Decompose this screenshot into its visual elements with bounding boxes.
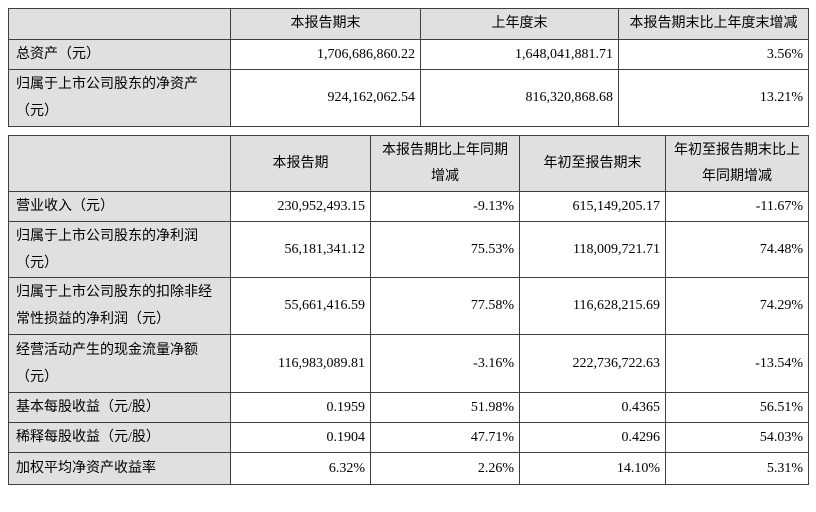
row-label: 基本每股收益（元/股） (8, 392, 231, 423)
cell-value: 74.29% (665, 277, 809, 335)
cell-value: 14.10% (519, 452, 666, 485)
cell-value: 116,983,089.81 (230, 334, 371, 393)
cell-value: 77.58% (370, 277, 520, 335)
cell-value: 56,181,341.12 (230, 221, 371, 278)
corner-cell (8, 8, 231, 40)
table-row: 归属于上市公司股东的扣除非经 常性损益的净利润（元） 55,661,416.59… (8, 277, 809, 335)
cell-value: 615,149,205.17 (519, 191, 666, 222)
cell-value: 1,648,041,881.71 (420, 39, 619, 70)
reporting-period-summary-table: 本报告期 本报告期比上年同期 增减 年初至报告期末 年初至报告期末比上 年同期增… (8, 135, 809, 485)
cell-value: 0.1904 (230, 422, 371, 453)
table-row: 营业收入（元） 230,952,493.15 -9.13% 615,149,20… (8, 191, 809, 222)
column-header: 本报告期 (230, 135, 371, 192)
cell-value: 13.21% (618, 69, 809, 127)
column-header: 上年度末 (420, 8, 619, 40)
cell-value: -13.54% (665, 334, 809, 393)
table-row: 加权平均净资产收益率 6.32% 2.26% 14.10% 5.31% (8, 452, 809, 485)
cell-value: 230,952,493.15 (230, 191, 371, 222)
cell-value: 51.98% (370, 392, 520, 423)
row-label: 经营活动产生的现金流量净额 （元） (8, 334, 231, 393)
cell-value: 56.51% (665, 392, 809, 423)
cell-value: 2.26% (370, 452, 520, 485)
cell-value: 118,009,721.71 (519, 221, 666, 278)
table-gap (8, 127, 808, 135)
cell-value: 116,628,215.69 (519, 277, 666, 335)
table-row: 基本每股收益（元/股） 0.1959 51.98% 0.4365 56.51% (8, 392, 809, 423)
row-label: 营业收入（元） (8, 191, 231, 222)
cell-value: 55,661,416.59 (230, 277, 371, 335)
column-header: 本报告期末比上年度末增减 (618, 8, 809, 40)
table-row: 归属于上市公司股东的净资产 （元） 924,162,062.54 816,320… (8, 69, 809, 127)
column-header: 本报告期末 (230, 8, 421, 40)
period-end-summary-table: 本报告期末 上年度末 本报告期末比上年度末增减 总资产（元） 1,706,686… (8, 8, 809, 127)
cell-value: 816,320,868.68 (420, 69, 619, 127)
cell-value: 0.1959 (230, 392, 371, 423)
cell-value: 3.56% (618, 39, 809, 70)
cell-value: -11.67% (665, 191, 809, 222)
report-page: 本报告期末 上年度末 本报告期末比上年度末增减 总资产（元） 1,706,686… (8, 8, 809, 485)
table-row: 经营活动产生的现金流量净额 （元） 116,983,089.81 -3.16% … (8, 334, 809, 393)
column-header: 年初至报告期末比上 年同期增减 (665, 135, 809, 192)
row-label: 加权平均净资产收益率 (8, 452, 231, 485)
row-label: 归属于上市公司股东的净资产 （元） (8, 69, 231, 127)
cell-value: 1,706,686,860.22 (230, 39, 421, 70)
cell-value: -3.16% (370, 334, 520, 393)
column-header: 本报告期比上年同期 增减 (370, 135, 520, 192)
row-label: 归属于上市公司股东的扣除非经 常性损益的净利润（元） (8, 277, 231, 335)
row-label: 归属于上市公司股东的净利润 （元） (8, 221, 231, 278)
row-label: 稀释每股收益（元/股） (8, 422, 231, 453)
cell-value: 47.71% (370, 422, 520, 453)
cell-value: 0.4296 (519, 422, 666, 453)
cell-value: 6.32% (230, 452, 371, 485)
cell-value: -9.13% (370, 191, 520, 222)
table-header-row: 本报告期 本报告期比上年同期 增减 年初至报告期末 年初至报告期末比上 年同期增… (8, 135, 809, 192)
table-row: 归属于上市公司股东的净利润 （元） 56,181,341.12 75.53% 1… (8, 221, 809, 278)
cell-value: 222,736,722.63 (519, 334, 666, 393)
corner-cell (8, 135, 231, 192)
cell-value: 54.03% (665, 422, 809, 453)
cell-value: 75.53% (370, 221, 520, 278)
cell-value: 924,162,062.54 (230, 69, 421, 127)
table-row: 总资产（元） 1,706,686,860.22 1,648,041,881.71… (8, 39, 809, 70)
cell-value: 74.48% (665, 221, 809, 278)
cell-value: 0.4365 (519, 392, 666, 423)
column-header: 年初至报告期末 (519, 135, 666, 192)
cell-value: 5.31% (665, 452, 809, 485)
row-label: 总资产（元） (8, 39, 231, 70)
table-header-row: 本报告期末 上年度末 本报告期末比上年度末增减 (8, 8, 809, 40)
table-row: 稀释每股收益（元/股） 0.1904 47.71% 0.4296 54.03% (8, 422, 809, 453)
